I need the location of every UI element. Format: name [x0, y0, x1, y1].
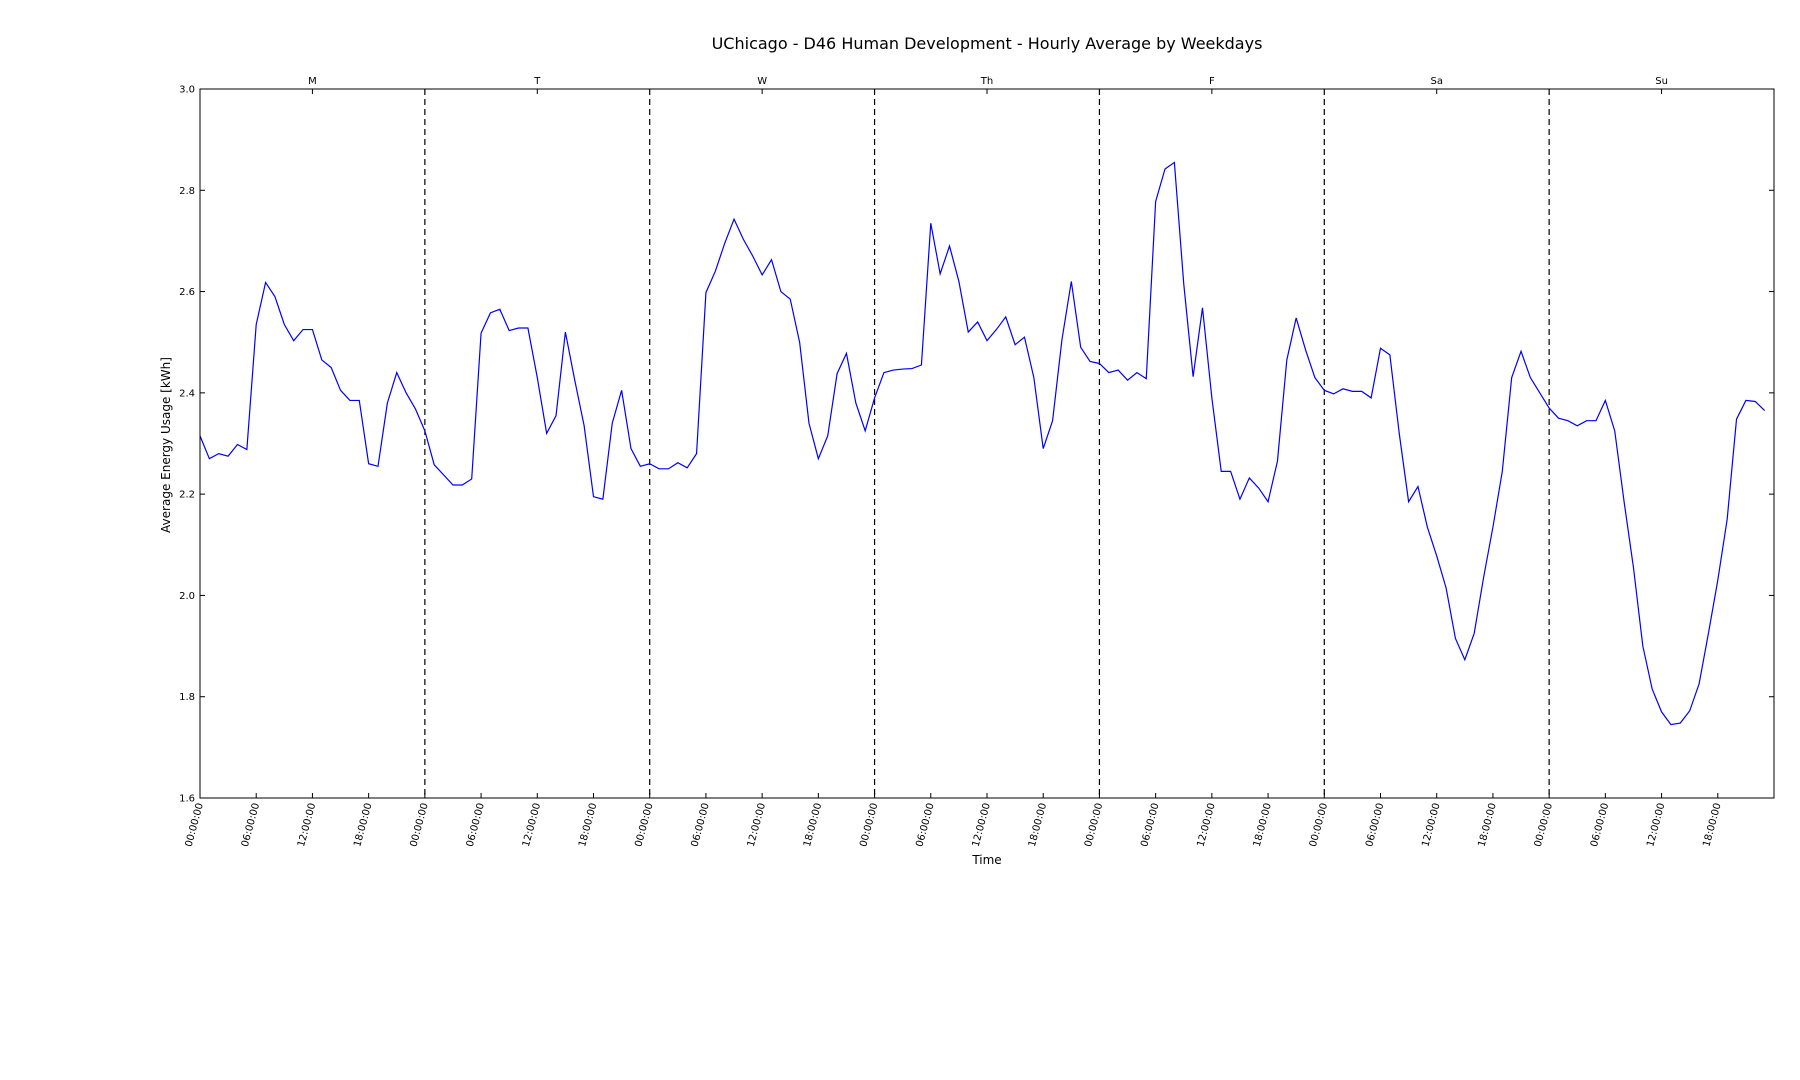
- day-label: F: [1209, 76, 1215, 87]
- day-label: M: [308, 76, 317, 87]
- chart-title: UChicago - D46 Human Development - Hourl…: [712, 34, 1263, 53]
- y-tick-label: 1.8: [179, 692, 195, 703]
- x-tick-label: 12:00:00: [1196, 802, 1218, 848]
- y-axis-label: Average Energy Usage [kWh]: [159, 357, 173, 533]
- x-tick-label: 12:00:00: [1645, 802, 1667, 848]
- x-tick-label: 18:00:00: [352, 802, 374, 848]
- day-label: W: [757, 76, 767, 87]
- x-tick-label: 18:00:00: [1252, 802, 1274, 848]
- day-label: Su: [1655, 76, 1668, 87]
- x-tick-label: 12:00:00: [296, 802, 318, 848]
- plot-area: 1.6 1.8 2.0 2.2 2.4 2.6 2.8 3.0 00:00:00 06:00:00…: [179, 76, 1775, 848]
- plot-frame: [199, 88, 1775, 799]
- x-tick-label: 12:00:00: [1420, 802, 1442, 848]
- x-tick-label: 06:00:00: [914, 802, 936, 848]
- day-label: T: [533, 76, 541, 87]
- day-label: Th: [980, 76, 993, 87]
- x-tick-label: 00:00:00: [1083, 802, 1105, 848]
- x-tick-label: 06:00:00: [1139, 802, 1161, 848]
- x-tick-label: 00:00:00: [1308, 802, 1330, 848]
- day-label: Sa: [1430, 76, 1442, 87]
- y-tick-label: 2.8: [179, 186, 195, 197]
- y-tick-label: 2.4: [179, 388, 195, 399]
- x-tick-label: 18:00:00: [1701, 802, 1723, 848]
- series-line: [199, 161, 1766, 726]
- x-tick-label: 06:00:00: [240, 802, 262, 848]
- x-tick-label: 00:00:00: [409, 802, 431, 848]
- x-tick-label: 18:00:00: [1027, 802, 1049, 848]
- x-tick-label: 06:00:00: [465, 802, 487, 848]
- x-tick-label: 18:00:00: [802, 802, 824, 848]
- y-tick-label: 2.2: [179, 490, 195, 501]
- y-tick-label: 3.0: [179, 85, 195, 96]
- x-tick-label: 00:00:00: [633, 802, 655, 848]
- x-tick-label: 12:00:00: [746, 802, 768, 848]
- x-tick-label: 18:00:00: [1477, 802, 1499, 848]
- x-tick-label: 12:00:00: [971, 802, 993, 848]
- x-tick-label: 00:00:00: [1533, 802, 1555, 848]
- y-tick-label: 2.0: [179, 591, 195, 602]
- x-tick-label: 00:00:00: [184, 802, 206, 848]
- x-tick-label: 00:00:00: [858, 802, 880, 848]
- x-tick-label: 06:00:00: [1589, 802, 1611, 848]
- y-tick-label: 2.6: [179, 287, 195, 298]
- y-tick-label: 1.6: [179, 794, 195, 805]
- x-tick-label: 12:00:00: [521, 802, 543, 848]
- x-tick-label: 18:00:00: [577, 802, 599, 848]
- x-axis-label: Time: [971, 853, 1001, 867]
- x-tick-label: 06:00:00: [690, 802, 712, 848]
- x-tick-label: 06:00:00: [1364, 802, 1386, 848]
